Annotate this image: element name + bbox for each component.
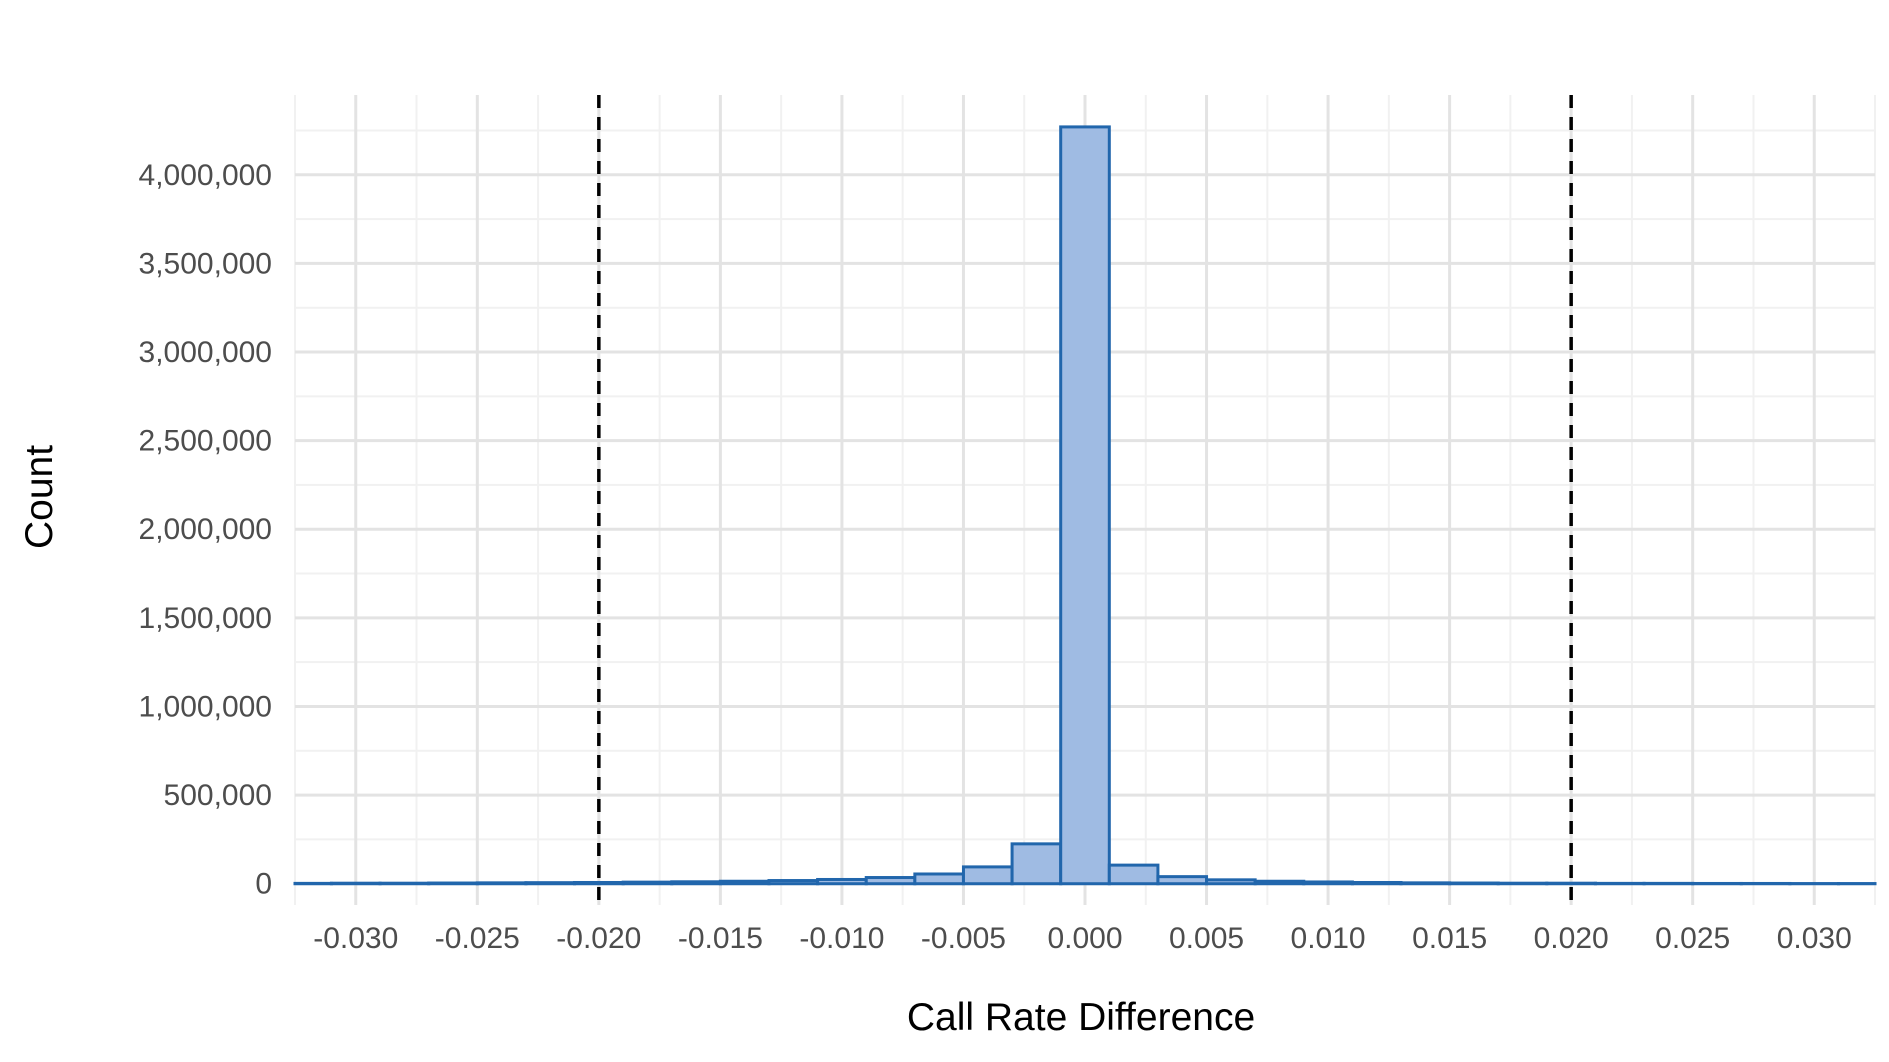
histogram-bar [1302,880,1354,886]
x-tick-label: 0.025 [1655,922,1730,955]
x-tick-label: -0.025 [435,922,520,955]
histogram-bar [718,879,771,886]
y-tick-label: 2,500,000 [139,425,272,458]
y-tick-label: 3,500,000 [139,247,272,280]
x-tick-label: 0.000 [1047,922,1122,955]
histogram-bar [475,881,528,886]
x-tick-label: -0.010 [799,922,884,955]
y-tick-label: 2,000,000 [139,513,272,546]
histogram-bar [1010,842,1063,886]
y-tick-label: 1,500,000 [139,602,272,635]
x-tick-label: 0.015 [1412,922,1487,955]
x-tick-label: 0.005 [1169,922,1244,955]
histogram-bar [329,881,382,886]
histogram-bar [427,881,479,886]
y-tick-label: 500,000 [164,779,272,812]
y-tick-labels: 0 500,000 1,000,000 1,500,000 2,000,000 2,500… [139,159,272,901]
x-tick-label: 0.010 [1291,922,1366,955]
histogram-bar [961,865,1014,886]
histogram-bar [621,880,674,886]
histogram-bar [1350,880,1403,886]
x-tick-label: -0.030 [313,922,398,955]
histogram-bar [524,881,577,886]
y-tick-label: 4,000,000 [139,159,272,192]
x-tick-label: -0.005 [921,922,1006,955]
histogram-bar [670,880,722,886]
y-tick-label: 0 [255,868,272,901]
histogram-bar [1448,881,1500,886]
histogram-bar [1205,878,1257,886]
x-tick-labels: -0.030 -0.025 -0.020 -0.015 -0.010 -0.005 0.00… [313,922,1852,955]
y-tick-label: 3,000,000 [139,336,272,369]
histogram-bar [913,872,965,886]
histogram-bar [1059,125,1111,886]
x-axis-title: Call Rate Difference [907,996,1255,1039]
x-tick-label: 0.020 [1534,922,1609,955]
x-tick-label: 0.030 [1777,922,1852,955]
histogram-bar [767,879,820,886]
major-gridlines [295,95,1875,905]
reference-lines [597,95,1573,905]
histogram-bar [864,876,917,886]
histogram-bar [1399,881,1452,886]
y-tick-label: 1,000,000 [139,690,272,723]
histogram-bar [1545,881,1597,886]
x-tick-label: -0.020 [556,922,641,955]
histogram-bar [816,877,868,886]
histogram-bar [573,880,625,886]
histogram-bar [378,881,431,886]
histogram-bars [293,125,1877,886]
x-tick-label: -0.015 [678,922,763,955]
histogram-bar [1253,879,1306,886]
histogram-bar [1156,875,1209,886]
histogram-bar [1107,863,1160,886]
histogram-bar [1496,881,1549,886]
y-axis-title: Count [18,445,61,549]
